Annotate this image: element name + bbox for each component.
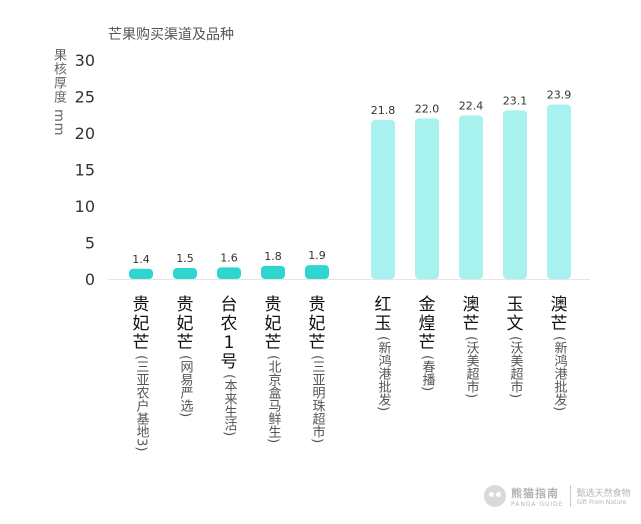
data-label: 1.5	[176, 252, 194, 265]
category-name-char: 妃	[177, 314, 194, 334]
category-name-char: 芒	[551, 314, 568, 334]
category-name-char: 台	[221, 295, 238, 315]
category-channel: (三亚明珠超市)	[310, 355, 326, 443]
y-tick-label: 20	[75, 124, 95, 143]
slogan-en: Gift From Nature	[576, 499, 627, 506]
bar	[371, 119, 395, 279]
logo-en: PANDA GUIDE	[511, 500, 564, 508]
category-name-char: 澳	[551, 295, 568, 315]
category-channel: (沃美超市)	[508, 336, 524, 398]
category-channel: (网易严选)	[178, 355, 194, 417]
bar	[173, 268, 197, 279]
data-label: 22.0	[415, 102, 440, 115]
y-tick-label: 30	[75, 51, 95, 70]
bar	[503, 110, 527, 280]
y-tick-label: 15	[75, 161, 95, 180]
panda-guide-logo: 熊猫指南 PANDA GUIDE 甄选天然食物 Gift From Nature	[484, 481, 631, 511]
y-tick-label: 25	[75, 88, 95, 107]
category-name-char: 芒	[309, 333, 326, 353]
category-channel: (新鸿港批发)	[376, 336, 392, 411]
data-label: 23.9	[547, 89, 572, 102]
y-axis-label: 果核厚度 mm	[51, 48, 66, 137]
bar	[217, 267, 241, 279]
category-name-char: 煌	[419, 314, 436, 334]
bar	[415, 118, 439, 280]
category-channel: (三亚农户基地3)	[134, 355, 150, 451]
category-name-char: 妃	[309, 314, 326, 334]
category-name-char: 贵	[133, 295, 150, 315]
category-name-char: 芒	[419, 333, 436, 353]
bar	[459, 115, 483, 279]
category-channel: (沃美超市)	[464, 336, 480, 398]
panda-icon	[484, 485, 506, 507]
category-name-char: 芒	[133, 333, 150, 353]
category-name-char: 农	[221, 314, 238, 334]
category-name-char: 澳	[463, 295, 480, 315]
chart-title: 芒果购买渠道及品种	[108, 27, 234, 43]
y-tick-label: 0	[85, 270, 95, 289]
category-name-char: 红	[375, 295, 392, 315]
slogan-cn: 甄选天然食物	[576, 489, 631, 499]
category-name-char: 玉	[375, 314, 392, 334]
category-channel: (新鸿港批发)	[552, 336, 568, 411]
category-name-char: 贵	[309, 295, 326, 315]
bar	[261, 265, 285, 279]
category-channel: (本来生活)	[222, 374, 238, 436]
logo-divider	[569, 485, 571, 507]
category-name-char: 金	[419, 295, 436, 315]
category-name-char: 芒	[463, 314, 480, 334]
category-name-char: 贵	[177, 295, 194, 315]
category-name-char: 贵	[265, 295, 282, 315]
data-label: 21.8	[371, 104, 396, 117]
data-label: 23.1	[503, 94, 528, 107]
category-name-char: 1	[224, 333, 235, 353]
logo-cn: 熊猫指南	[511, 486, 559, 500]
category-name-char: 妃	[265, 314, 282, 334]
data-label: 1.4	[132, 253, 150, 266]
category-channel: (春播)	[420, 355, 436, 391]
data-label: 1.6	[220, 251, 238, 264]
category-name-char: 号	[221, 352, 238, 372]
bar	[129, 268, 153, 279]
data-label: 1.9	[308, 249, 326, 262]
category-channel: (北京盒马鲜生)	[266, 355, 282, 443]
category-name-char: 芒	[265, 333, 282, 353]
category-name-char: 妃	[133, 314, 150, 334]
data-label: 1.8	[264, 250, 282, 263]
bar	[305, 265, 329, 279]
bar	[547, 104, 571, 279]
category-name-char: 玉	[507, 295, 524, 315]
data-label: 22.4	[459, 99, 484, 112]
category-name-char: 芒	[177, 333, 194, 353]
y-tick-label: 5	[85, 234, 95, 253]
category-name-char: 文	[507, 314, 524, 334]
y-tick-label: 10	[75, 197, 95, 216]
